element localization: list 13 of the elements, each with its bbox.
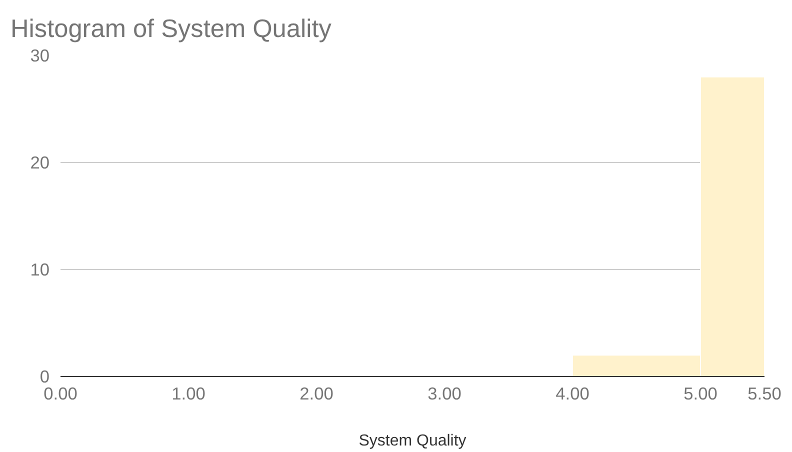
chart-title: Histogram of System Quality [10, 15, 332, 43]
x-tick-label: 1.00 [172, 384, 206, 404]
x-axis-title: System Quality [358, 432, 466, 450]
x-tick-label: 4.00 [556, 384, 590, 404]
y-tick-label: 10 [30, 260, 50, 280]
x-tick-label: 5.50 [748, 384, 782, 404]
y-tick-label: 20 [30, 152, 50, 172]
x-tick-label: 0.00 [44, 384, 78, 404]
x-tick-label: 5.00 [684, 384, 718, 404]
x-tick-label: 2.00 [300, 384, 334, 404]
x-tick-label: 3.00 [428, 384, 462, 404]
y-tick-label: 0 [40, 366, 50, 386]
y-tick-label: 30 [30, 46, 50, 66]
